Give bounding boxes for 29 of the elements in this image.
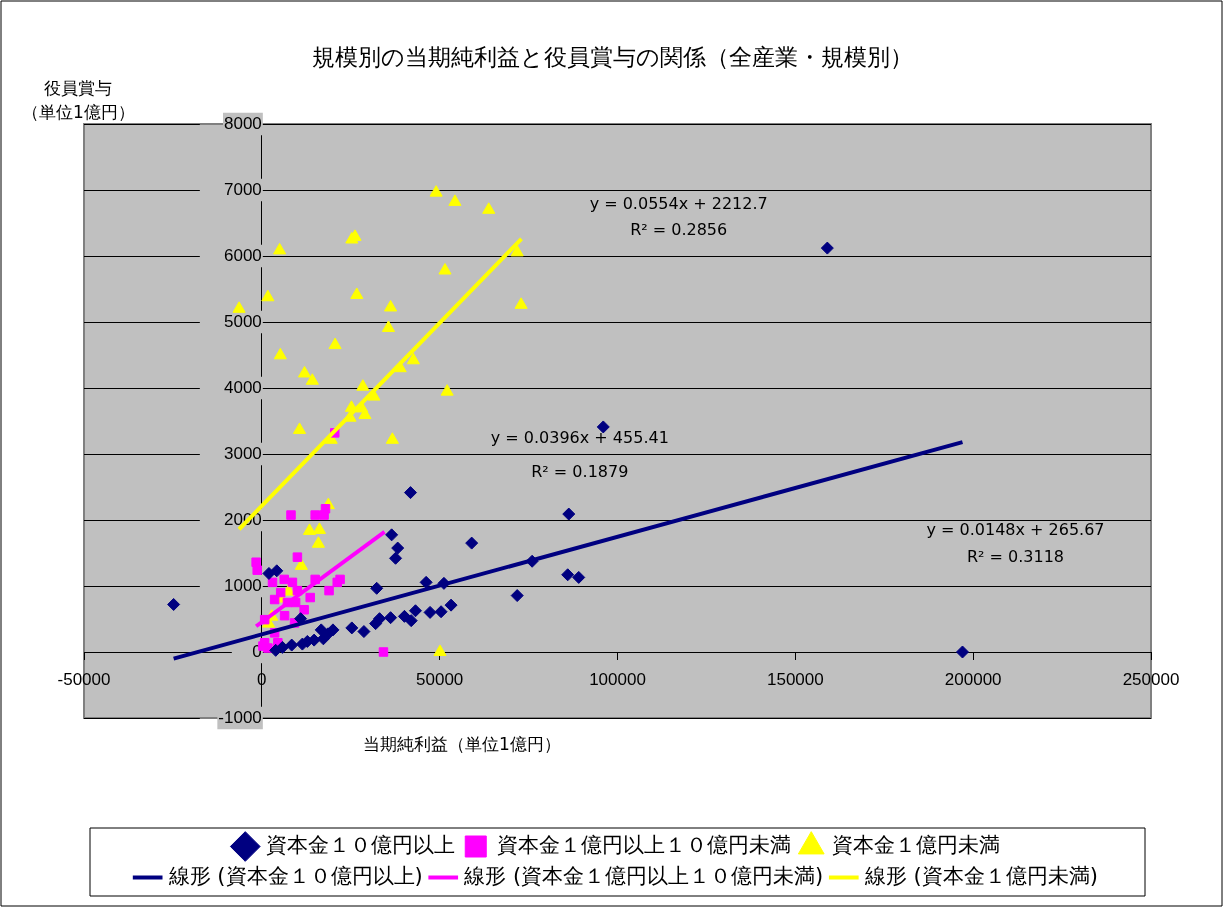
legend-label: 線形 (資本金１０億円以上): [167, 863, 423, 888]
x-tick-label: 200000: [944, 669, 1002, 689]
annotation: y = 0.0554x + 2212.7: [589, 193, 768, 213]
chart-title: 規模別の当期純利益と役員賞与の関係（全産業・規模別）: [310, 43, 914, 72]
x-tick-label: 150000: [766, 669, 824, 689]
y-tick-label: 3000: [224, 443, 262, 463]
legend-label: 線形 (資本金１億円未満): [863, 863, 1098, 888]
annotation: y = 0.0148x + 265.67: [926, 520, 1105, 540]
legend-label: 線形 (資本金１億円以上１０億円未満): [463, 863, 824, 888]
y-tick-label: 4000: [224, 377, 262, 397]
x-tick-label: 50000: [416, 669, 464, 689]
annotation: R² = 0.2856: [630, 220, 728, 240]
y-tick-label: 1000: [224, 575, 262, 595]
x-tick-label: 100000: [589, 669, 646, 689]
y-tick-label: -1000: [218, 707, 262, 727]
x-tick-label: 250000: [1122, 669, 1180, 689]
x-tick-label: -50000: [57, 669, 111, 689]
y-tick-label: 5000: [224, 311, 262, 331]
y-tick-label: 8000: [224, 113, 262, 133]
legend-label: 資本金１０億円以上: [266, 832, 456, 857]
y-tick-label: 7000: [224, 179, 262, 199]
y-tick-label: 6000: [224, 245, 262, 265]
annotation: R² = 0.1879: [531, 461, 629, 481]
x-axis-title: 当期純利益（単位1億円）: [362, 733, 562, 756]
y-axis-title: 役員賞与（単位1億円）: [22, 77, 135, 124]
annotation: R² = 0.3118: [966, 547, 1065, 567]
legend-label: 資本金１億円以上１０億円未満: [496, 832, 791, 857]
legend-label: 資本金１億円未満: [832, 832, 1001, 857]
annotation: y = 0.0396x + 455.41: [490, 427, 669, 447]
